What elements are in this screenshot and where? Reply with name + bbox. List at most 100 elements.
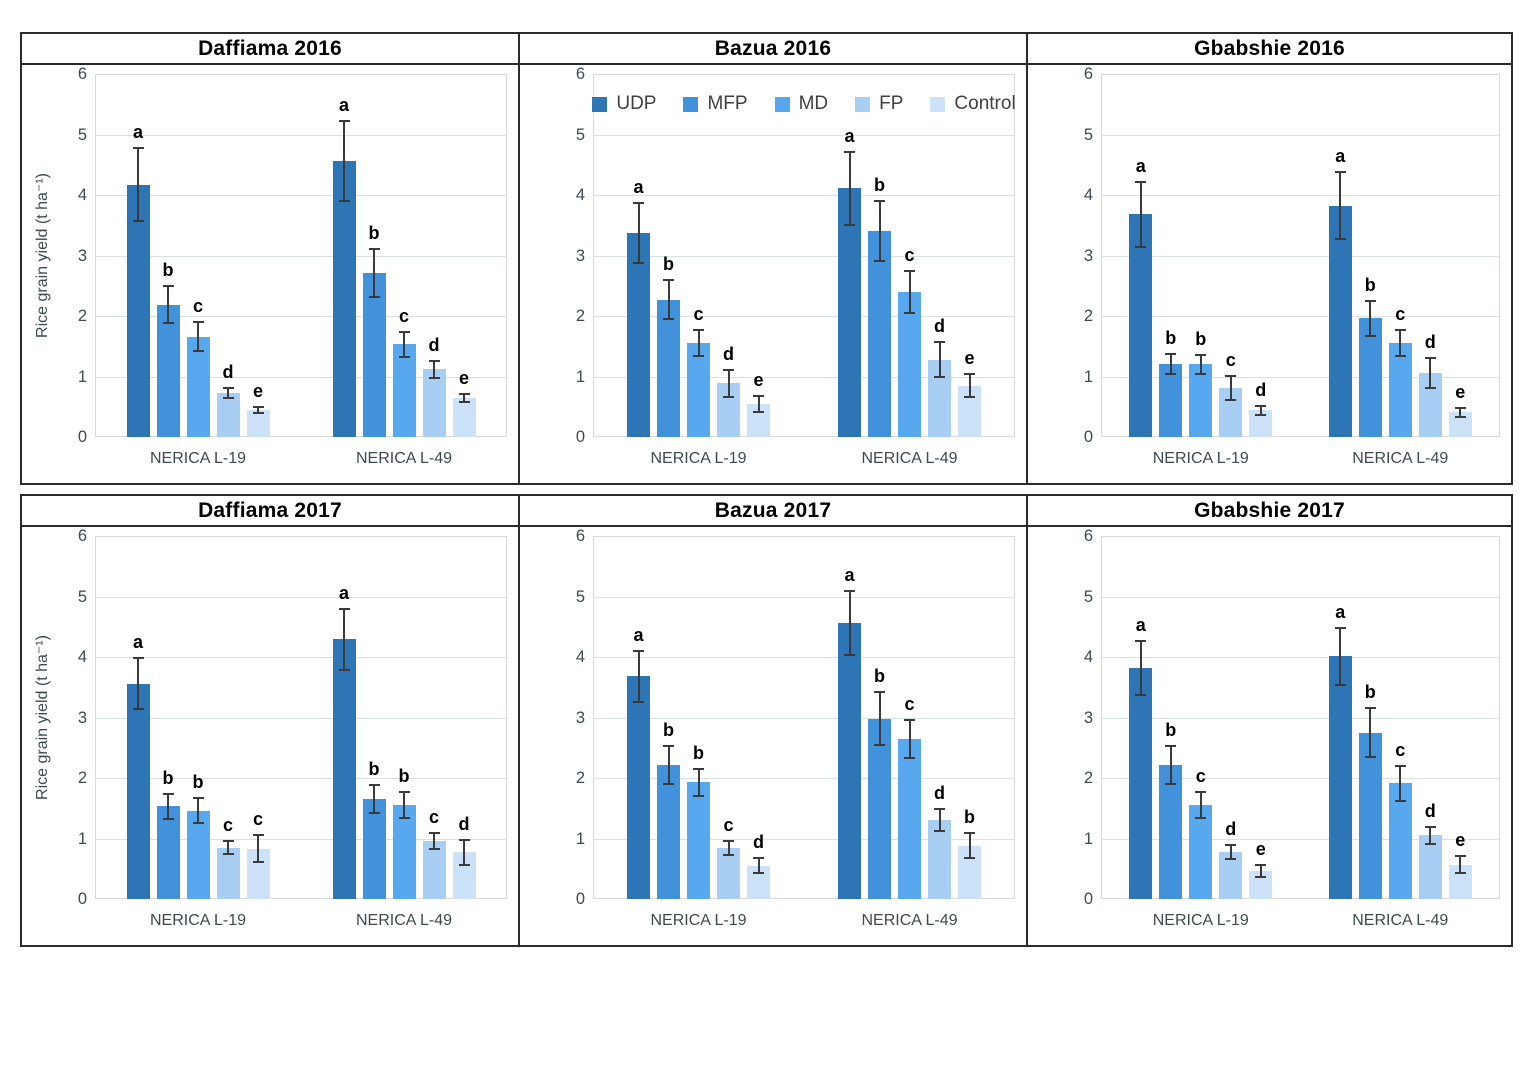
gridline: [96, 134, 506, 136]
error-bar-line: [667, 745, 670, 786]
error-bar-line: [1399, 329, 1402, 358]
error-bar-line: [1429, 825, 1432, 846]
bar: [392, 344, 416, 437]
bar: [1219, 851, 1243, 899]
category-label: NERICA L-49: [355, 450, 453, 467]
error-bar: [1424, 357, 1436, 389]
significance-letter: b: [1195, 328, 1207, 349]
error-bar: [964, 832, 975, 860]
error-bar: [1424, 825, 1436, 846]
error-bar: [1255, 404, 1267, 416]
y-tick-label: 2: [575, 307, 585, 325]
error-bar-line: [938, 340, 941, 379]
significance-letter: e: [458, 367, 469, 388]
error-bar: [1364, 707, 1376, 759]
bar: [958, 845, 981, 899]
significance-letter: c: [192, 296, 203, 317]
error-bar: [252, 405, 264, 414]
error-bar: [162, 792, 174, 821]
error-bar-line: [1259, 404, 1262, 416]
y-tick-label: 3: [77, 708, 87, 727]
significance-letter: b: [1364, 682, 1376, 703]
gridline: [96, 195, 506, 196]
error-bar-line: [697, 329, 700, 358]
chart-panel: Bazua 2017 0 1 2 3 4 5 6 a b b c d NERICA L-19 a b c d b N…: [518, 494, 1028, 947]
significance-letter: c: [1395, 740, 1406, 761]
bar: [126, 683, 150, 899]
y-tick-label: 3: [1083, 708, 1093, 727]
bar: [838, 623, 861, 899]
significance-letter: a: [1335, 146, 1346, 167]
error-bar: [1334, 171, 1346, 241]
error-bar: [1165, 744, 1177, 785]
gridline: [594, 376, 1014, 378]
gridline: [1102, 657, 1499, 658]
significance-letter: e: [1455, 381, 1466, 402]
y-tick-label: 4: [1083, 648, 1093, 666]
bar: [1328, 656, 1352, 899]
error-bar-line: [1199, 353, 1202, 376]
y-tick-label: 5: [77, 125, 87, 144]
significance-letter: c: [1195, 766, 1206, 787]
error-bar-line: [1169, 744, 1172, 785]
panel-title: Daffiama 2017: [22, 496, 518, 527]
error-bar-line: [1139, 640, 1142, 696]
error-bar: [1334, 626, 1346, 687]
error-bar-line: [667, 279, 670, 321]
error-bar: [753, 857, 764, 875]
category-label: NERICA L-49: [1352, 450, 1449, 467]
significance-letter: c: [904, 245, 915, 266]
y-tick-label: 3: [575, 708, 585, 727]
error-bar: [368, 784, 380, 815]
significance-letter: a: [1135, 615, 1146, 636]
error-bar-line: [373, 784, 375, 815]
bar: [657, 765, 680, 899]
gridline: [1102, 838, 1499, 840]
bar: [717, 383, 740, 437]
y-tick-label: 4: [77, 186, 87, 204]
error-bar-line: [257, 834, 259, 864]
significance-letter: c: [1395, 304, 1406, 325]
gridline: [1102, 134, 1499, 136]
y-tick-label: 0: [1083, 428, 1093, 446]
y-tick-label: 5: [575, 125, 585, 144]
bar: [1159, 764, 1183, 899]
bar: [627, 676, 650, 899]
bar: [422, 840, 446, 899]
significance-letter: d: [934, 782, 945, 803]
error-bar: [723, 368, 734, 398]
bar: [687, 343, 710, 437]
error-bar: [1195, 353, 1207, 376]
error-bar-line: [757, 394, 760, 413]
bar: [928, 359, 951, 437]
error-bar-line: [1259, 863, 1262, 879]
legend: UDP MFP MD FP Control: [592, 93, 1016, 115]
gridline: [96, 838, 506, 840]
error-bar: [1364, 300, 1376, 337]
error-bar-line: [727, 840, 730, 857]
bar: [1249, 410, 1273, 437]
legend-label: MD: [798, 93, 829, 114]
y-tick-label: 1: [575, 829, 585, 848]
significance-letter: c: [904, 693, 915, 714]
significance-letter: e: [1255, 838, 1266, 859]
significance-letter: e: [1455, 829, 1466, 850]
bar: [1219, 387, 1243, 437]
error-bar-line: [463, 838, 465, 867]
category-label: NERICA L-49: [861, 912, 958, 929]
gridline: [594, 255, 1014, 257]
y-tick-label: 4: [77, 648, 87, 666]
figure-row-2016: Daffiama 2016 0 1 2 3 4 5 6 a b c d e NERICA L-19 a b c…: [20, 32, 1517, 485]
legend-swatch-icon: [683, 96, 699, 112]
chart-area: 0 1 2 3 4 5 6 a b c d e NERICA L-19 a b c d e NERICA L-49 R…: [22, 65, 518, 483]
y-tick-label: 0: [77, 890, 87, 908]
error-bar-line: [1369, 300, 1372, 337]
category-label: NERICA L-49: [355, 912, 453, 929]
significance-letter: d: [753, 832, 764, 853]
error-bar: [338, 119, 350, 203]
chart-area: 0 1 2 3 4 5 6 a b c d e NERICA L-19 a b c d e NERICA L-49 U…: [520, 65, 1026, 483]
error-bar-line: [137, 147, 139, 223]
gridline: [96, 657, 506, 658]
significance-letter: d: [428, 334, 440, 355]
category-label: NERICA L-19: [1152, 912, 1249, 929]
